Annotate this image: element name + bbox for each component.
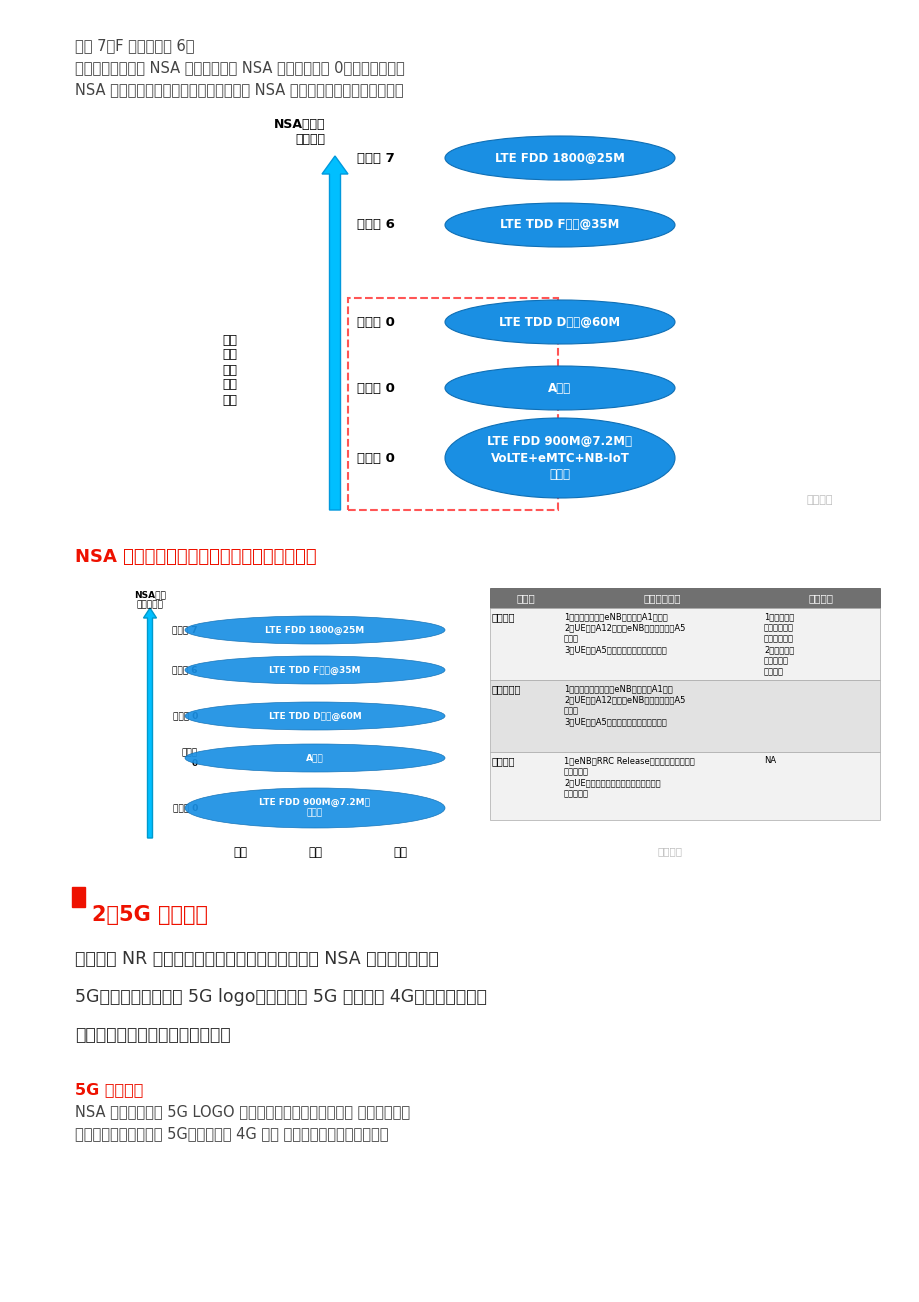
- Text: NSA 终端是否显示 5G LOGO 由网络配置和终端配置共同决 定，前期为了: NSA 终端是否显示 5G LOGO 由网络配置和终端配置共同决 定，前期为了: [75, 1104, 410, 1118]
- Text: 优先级 6: 优先级 6: [173, 665, 198, 674]
- Text: 5G，并能够精准显示 5G logo，保证占用 5G 感知优于 4G，同时规避出现: 5G，并能够精准显示 5G logo，保证占用 5G 感知优于 4G，同时规避出…: [75, 988, 486, 1006]
- Bar: [490, 680, 879, 753]
- Ellipse shape: [185, 788, 445, 828]
- Text: 优先级 0: 优先级 0: [173, 803, 198, 812]
- Text: 触发源: 触发源: [516, 592, 535, 603]
- Text: 优先级 0: 优先级 0: [357, 315, 394, 328]
- Text: 2、5G 驻留优化: 2、5G 驻留优化: [92, 905, 208, 924]
- Text: 优先级 0: 优先级 0: [357, 381, 394, 395]
- Text: LTE FDD 900M@7.2M：
VoLTE+eMTC+NB-IoT
覆盖层: LTE FDD 900M@7.2M： VoLTE+eMTC+NB-IoT 覆盖层: [487, 435, 632, 480]
- Text: 5G 图标显示: 5G 图标显示: [75, 1082, 143, 1098]
- Text: LTE TDD D频段@60M: LTE TDD D频段@60M: [499, 315, 620, 328]
- Text: 锶点选择流程: 锶点选择流程: [642, 592, 680, 603]
- Text: 优先级 6: 优先级 6: [357, 219, 394, 232]
- Ellipse shape: [445, 418, 675, 497]
- FancyArrow shape: [322, 156, 347, 510]
- Text: A频段: A频段: [306, 754, 323, 763]
- Text: 1、仅基于覆
盖的切换会触
发锶点选择；
2、锶点切换
优先级次下
发测量；: 1、仅基于覆 盖的切换会触 发锶点选择； 2、锶点切换 优先级次下 发测量；: [763, 612, 793, 677]
- Text: LTE TDD D频段@60M: LTE TDD D频段@60M: [268, 711, 361, 720]
- Ellipse shape: [185, 702, 445, 730]
- Text: NSA锚点专
用优先级: NSA锚点专 用优先级: [273, 118, 324, 146]
- Text: LTE TDD F频段@35M: LTE TDD F频段@35M: [269, 665, 360, 674]
- Text: LTE FDD 1800@25M: LTE FDD 1800@25M: [494, 151, 624, 164]
- Text: 1、覆盖切换成功后，eNB下发同频A1测量
2、UE上报A12之后，eNB下发锶点异频A5
测量；
3、UE上报A5之后，异频切换锶点锶点；: 1、覆盖切换成功后，eNB下发同频A1测量 2、UE上报A12之后，eNB下发锶…: [563, 684, 685, 727]
- Text: 优先级 7: 优先级 7: [172, 625, 198, 634]
- Text: 置为 7，F 频段设置为 6；: 置为 7，F 频段设置为 6；: [75, 38, 194, 53]
- FancyArrow shape: [143, 608, 156, 838]
- Text: NA: NA: [763, 756, 776, 766]
- Ellipse shape: [445, 135, 675, 180]
- Ellipse shape: [185, 743, 445, 772]
- Text: 吹死问题以及减少终端电量消耗。: 吹死问题以及减少终端电量消耗。: [75, 1026, 231, 1044]
- Ellipse shape: [445, 299, 675, 344]
- Text: 非锚
点设
置为
最低
等级: 非锚 点设 置为 最低 等级: [222, 333, 237, 406]
- Text: 释放: 释放: [392, 846, 406, 859]
- Text: 切换: 切换: [308, 846, 322, 859]
- Ellipse shape: [185, 656, 445, 684]
- Text: 覆盖切换入: 覆盖切换入: [492, 684, 521, 694]
- Text: 优先级 0: 优先级 0: [357, 452, 394, 465]
- Text: 主要面向 NR 连续覆盖和非连续覆盖范围内如何让 NSA 终端更好的驻留: 主要面向 NR 连续覆盖和非连续覆盖范围内如何让 NSA 终端更好的驻留: [75, 950, 438, 967]
- Bar: [490, 589, 879, 608]
- Text: LTE FDD 900M@7.2M：
覆盖层: LTE FDD 900M@7.2M： 覆盖层: [259, 798, 370, 818]
- Ellipse shape: [445, 203, 675, 247]
- Text: 业务释放: 业务释放: [492, 756, 515, 766]
- Text: 1、接入成功后，eNB下发同频A1测量；
2、UE上报A12之后，eNB下发锶点异频A5
测量；
3、UE上报A5之后，异频切换锶点锶点；: 1、接入成功后，eNB下发同频A1测量； 2、UE上报A12之后，eNB下发锶点…: [563, 612, 685, 655]
- Text: 1、eNB在RRC Release中携带锶点优先级专
用优先级；
2、UE接照优先级置至满足覆盖的最高优
先级锶点；: 1、eNB在RRC Release中携带锶点优先级专 用优先级； 2、UE接照优…: [563, 756, 694, 798]
- Text: 注意事项: 注意事项: [808, 592, 833, 603]
- Text: NSA锚点
专用优先级: NSA锚点 专用优先级: [134, 590, 165, 609]
- Text: NSA 锶点。注意这些站点也需要升级支持 NSA 锶点配置（使能锶点优选）。: NSA 锶点。注意这些站点也需要升级支持 NSA 锶点配置（使能锶点优选）。: [75, 82, 403, 98]
- Bar: [490, 753, 879, 820]
- Text: A频段: A频段: [548, 381, 571, 395]
- Bar: [490, 608, 879, 680]
- Text: 前景理论: 前景理论: [806, 495, 833, 505]
- Bar: [72, 887, 85, 907]
- Text: 接入: 接入: [233, 846, 246, 859]
- Text: 优先级 0: 优先级 0: [173, 711, 198, 720]
- Text: 前景理论: 前景理论: [657, 846, 682, 855]
- Text: 使更多的终端显示驻留 5G，采用仅看 4G 锶点 小区上层指示配置的方式，: 使更多的终端显示驻留 5G，采用仅看 4G 锶点 小区上层指示配置的方式，: [75, 1126, 388, 1141]
- Text: NSA 锶点优选的整体方案：接入、切换、释放: NSA 锶点优选的整体方案：接入、切换、释放: [75, 548, 316, 566]
- Text: LTE TDD F频段@35M: LTE TDD F频段@35M: [500, 219, 619, 232]
- Ellipse shape: [445, 366, 675, 410]
- Text: 优先级 7: 优先级 7: [357, 151, 394, 164]
- Text: 重选接入: 重选接入: [492, 612, 515, 622]
- Ellipse shape: [185, 616, 445, 644]
- Text: 其余频段不配置为 NSA 锶点，则设置 NSA 锶点优先级为 0，表示不能作为: 其余频段不配置为 NSA 锶点，则设置 NSA 锶点优先级为 0，表示不能作为: [75, 60, 404, 76]
- Text: LTE FDD 1800@25M: LTE FDD 1800@25M: [265, 625, 364, 634]
- Text: 优先级
0: 优先级 0: [182, 749, 198, 768]
